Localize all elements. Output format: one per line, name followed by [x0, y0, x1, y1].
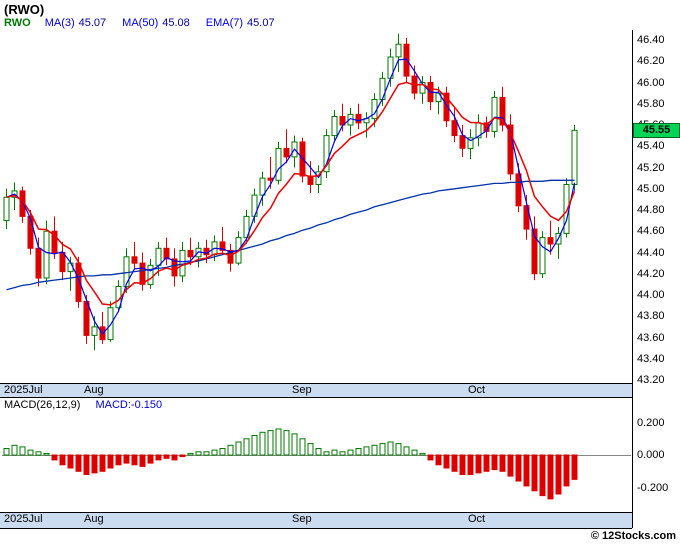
price-tick-label: 46.00: [637, 76, 665, 89]
x-axis-month-label: Aug: [84, 384, 104, 396]
legend-ema7-value: 45.07: [247, 17, 275, 29]
legend-ma50-value: 45.08: [162, 17, 190, 29]
legend-item-ema7: EMA(7) 45.07: [206, 17, 291, 29]
chart-legend: RWO MA(3) 45.07 MA(50) 45.08 EMA(7) 45.07: [4, 17, 291, 29]
legend-ma50-label: MA(50): [122, 17, 159, 29]
price-tick-label: 45.40: [637, 140, 665, 153]
x-axis-month-label: 2025Jul: [4, 384, 43, 396]
price-tick-label: 44.20: [637, 267, 665, 280]
x-axis-month-label: Oct: [468, 513, 486, 525]
price-tick-label: 43.40: [637, 352, 665, 365]
x-axis-month-label: 2025Jul: [4, 513, 43, 525]
macd-histogram: [2, 428, 631, 500]
price-tick-label: 46.20: [637, 55, 665, 68]
price-tick-label: 44.00: [637, 289, 665, 301]
ema7-line: [6, 81, 576, 306]
x-axis-month-label: Oct: [468, 384, 486, 396]
price-tick-label: 43.60: [637, 331, 665, 344]
legend-ema7-label: EMA(7): [205, 17, 244, 29]
legend-ma3-value: 45.07: [78, 17, 107, 29]
macd-tick-label: 0.000: [637, 449, 665, 461]
macd-tick-label: -0.200: [637, 481, 669, 494]
macd-label-row: MACD(26,12,9) MACD:-0.150: [4, 399, 162, 411]
macd-settings-label: MACD(26,12,9): [4, 399, 81, 411]
price-tick-label: 45.20: [637, 161, 665, 174]
x-axis-month-label: Aug: [84, 513, 104, 525]
legend-item-ma50: MA(50) 45.08: [122, 17, 206, 29]
price-tick-label: 45.80: [637, 97, 665, 110]
price-tick-label: 45.00: [637, 182, 665, 195]
ma50-line: [6, 179, 575, 291]
price-tick-label: 43.20: [637, 374, 665, 386]
axis-strips: [0, 30, 633, 529]
copyright-watermark: © 12Stocks.com: [590, 530, 676, 542]
macd-value-label: MACD:-0.150: [95, 399, 163, 411]
price-tick-label: 44.60: [637, 225, 665, 238]
price-tick-label: 44.40: [637, 246, 665, 259]
legend-ma3-label: MA(3): [44, 17, 75, 29]
x-axis-month-label: Sep: [292, 384, 312, 396]
price-tick-label: 43.80: [637, 310, 665, 323]
chart-title: (RWO): [4, 2, 45, 17]
legend-symbol: RWO: [4, 17, 31, 29]
candles-layer: [3, 33, 578, 351]
price-tick-label: 44.80: [637, 204, 665, 216]
current-price-badge: 45.55: [633, 123, 680, 139]
x-axis-month-label: Sep: [292, 513, 312, 525]
price-tick-label: 46.40: [637, 34, 665, 46]
legend-item-ma3: MA(3) 45.07: [45, 17, 122, 29]
macd-tick-label: 0.200: [637, 416, 665, 429]
ma3-line: [6, 58, 576, 336]
